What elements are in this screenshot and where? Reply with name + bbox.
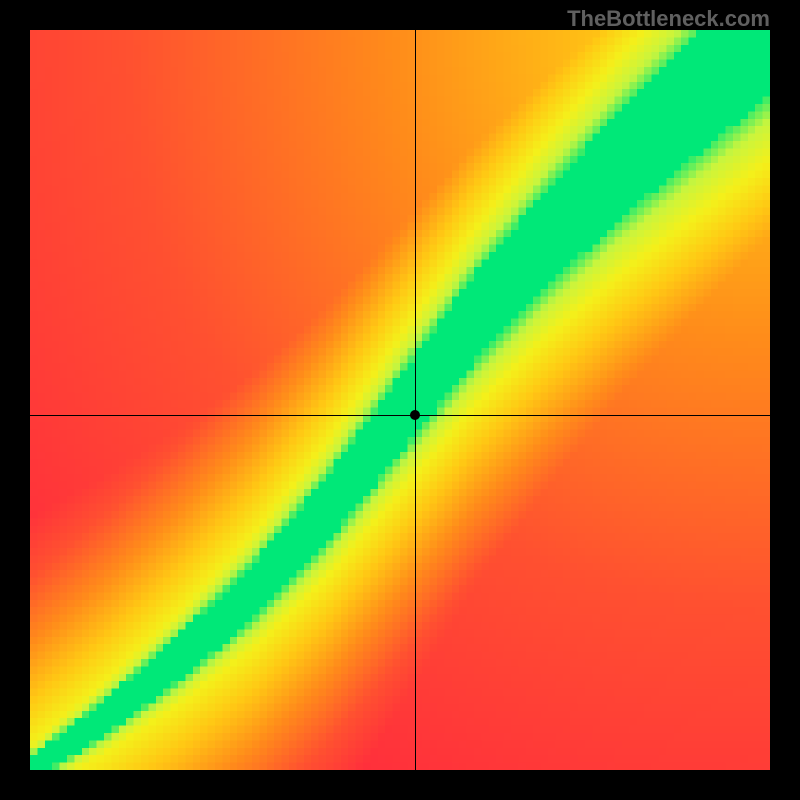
bottleneck-heatmap — [30, 30, 770, 770]
crosshair-horizontal — [30, 415, 770, 416]
data-point-marker — [410, 410, 420, 420]
crosshair-vertical — [415, 30, 416, 770]
watermark-text: TheBottleneck.com — [567, 6, 770, 32]
